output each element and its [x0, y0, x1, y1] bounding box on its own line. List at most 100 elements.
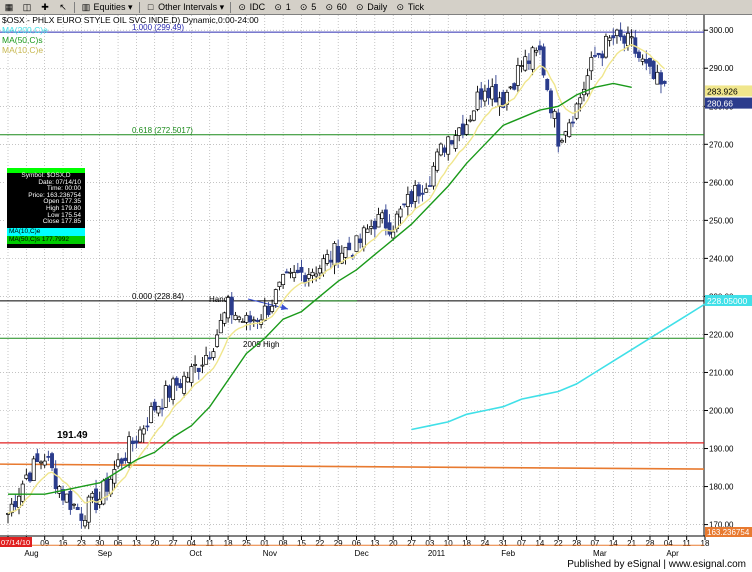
chart-icon[interactable]: ◫ [22, 2, 32, 12]
last-close-badge: 280.66 [707, 99, 733, 109]
candle-down [174, 377, 179, 386]
handle-arrow [247, 298, 289, 310]
pointer-icon[interactable]: ↖ [59, 2, 67, 12]
x-tick-label: 07 [590, 539, 599, 548]
equities-menu[interactable]: ▥ Equities ▾ [81, 1, 133, 13]
candle-down [134, 440, 139, 444]
interval-daily-button[interactable]: ⊙ Daily [355, 2, 388, 12]
crosshair-icon[interactable]: ✚ [41, 2, 49, 12]
candle-down [449, 140, 454, 145]
fib-0000-label: 0.000 (228.84) [132, 292, 184, 301]
x-tick-label: 11 [683, 539, 692, 548]
candle-down [152, 401, 157, 411]
candle-up [490, 86, 495, 100]
candle-up [39, 461, 43, 464]
x-month-label: Sep [98, 549, 113, 558]
candle-down [486, 87, 491, 99]
data-window-header[interactable] [7, 168, 85, 173]
candle-down [53, 468, 58, 489]
ma10-value-badge: 283.926 [707, 86, 738, 96]
candle-down [541, 46, 546, 76]
candle-down [570, 121, 575, 124]
interval-idc-button[interactable]: ⊙ IDC [238, 2, 266, 12]
dw-symbol: Symbol: $OSX,D [21, 172, 71, 179]
x-tick-label: 20 [389, 539, 398, 548]
x-tick-label: 20 [150, 539, 159, 548]
candle-up [171, 378, 176, 400]
candle-up [310, 271, 315, 276]
candle-down [123, 457, 128, 461]
x-tick-label: 16 [59, 539, 68, 548]
candle-down [644, 59, 649, 64]
candle-up [251, 319, 256, 322]
candle-down [94, 488, 98, 511]
candle-up [215, 334, 220, 347]
candle-up [413, 185, 418, 202]
candle-down [618, 29, 623, 38]
candle-down [50, 453, 54, 469]
candle-down [119, 458, 124, 464]
candle-up [281, 273, 286, 285]
last-close-badge-bg [705, 97, 752, 109]
y-tick-label: 240.00 [709, 254, 734, 263]
data-window[interactable]: Symbol: $OSX,D Date: 07/14/10 Time: 00:0… [6, 167, 86, 249]
candle-down [167, 385, 172, 398]
separator [138, 1, 140, 13]
dw-ma10: MA(10,C)e [7, 227, 85, 236]
candle-up [189, 366, 194, 383]
handle-label: Handle [209, 295, 235, 304]
ma10-legend: MA(10,C)e [2, 45, 43, 55]
y-tick-label: 270.00 [709, 140, 734, 149]
candle-down [662, 80, 667, 84]
price-chart[interactable]: 170.00 180.00 190.00 200.00 210.00 220.00 23 0.… [0, 15, 752, 558]
candle-down [68, 490, 73, 510]
ma50-line [8, 82, 632, 495]
footer: Published by eSignal | www.esignal.com [0, 558, 752, 572]
interval-60-button[interactable]: ⊙ 60 [325, 2, 347, 12]
candle-down [229, 296, 234, 316]
x-tick-label: 04 [664, 539, 673, 548]
candle-down [622, 35, 627, 44]
x-tick-label: 03 [425, 539, 434, 548]
dw-ma50: MA(50,C)s 177.7992 [7, 235, 85, 244]
candle-down [207, 357, 212, 360]
candle-up [369, 226, 374, 229]
plot-background [0, 15, 704, 536]
x-tick-label: 10 [444, 539, 453, 548]
ma50-legend: MA(50,C)s [2, 35, 43, 45]
candle-up [185, 377, 190, 383]
interval-tick-button[interactable]: ⊙ Tick [396, 2, 424, 12]
candle-up [530, 47, 535, 70]
candle-down [372, 220, 377, 230]
other-intervals-menu[interactable]: □ Other Intervals ▾ [142, 0, 229, 14]
x-tick-label: 27 [407, 539, 416, 548]
candle-down [145, 425, 150, 428]
chart-area[interactable]: 170.00 180.00 190.00 200.00 210.00 220.00 23 0.… [0, 15, 752, 558]
candle-up [523, 56, 528, 71]
candle-up [72, 503, 76, 506]
candle-up [482, 90, 487, 102]
candle-up [83, 520, 87, 527]
candle-down [556, 112, 561, 147]
y-tick-label: 220.00 [709, 330, 734, 339]
x-month-label: Nov [263, 549, 277, 558]
candle-up [431, 165, 436, 187]
y-tick-label: 250.00 [709, 216, 734, 225]
interval-5-button[interactable]: ⊙ 5 [299, 2, 317, 12]
candle-up [354, 235, 359, 252]
candle-down [479, 88, 484, 100]
interval-1-button[interactable]: ⊙ 1 [274, 2, 291, 12]
x-tick-label: 09 [40, 539, 49, 548]
candle-down [284, 271, 289, 274]
candle-down [501, 91, 506, 108]
candle-down [648, 57, 652, 67]
candle-down [336, 246, 341, 263]
x-tick-label: 22 [315, 539, 324, 548]
candle-down [299, 267, 304, 273]
chart-type-icon: ▥ [81, 2, 91, 12]
candle-up [589, 57, 594, 72]
candle-up [306, 274, 311, 279]
candle-up [6, 513, 10, 515]
x-tick-label: 06 [352, 539, 361, 548]
grid-icon[interactable]: ▦ [4, 2, 14, 12]
